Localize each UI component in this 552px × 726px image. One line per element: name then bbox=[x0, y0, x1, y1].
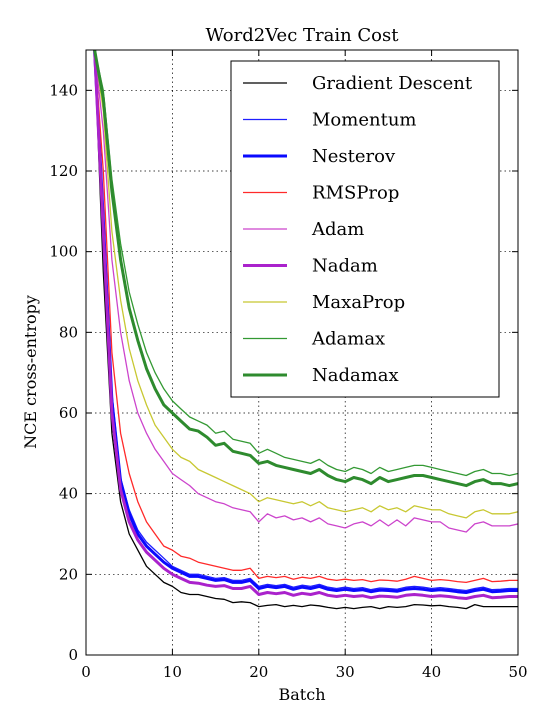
x-tick-label: 50 bbox=[508, 663, 527, 681]
x-tick-label: 10 bbox=[163, 663, 182, 681]
legend-label: Nadam bbox=[312, 256, 378, 277]
plot-frame bbox=[85, 49, 519, 656]
chart-title: Word2Vec Train Cost bbox=[206, 25, 400, 46]
legend-label: RMSProp bbox=[312, 183, 399, 204]
series-line bbox=[93, 50, 518, 488]
x-tick-label: 40 bbox=[422, 663, 441, 681]
y-tick-label: 140 bbox=[49, 81, 78, 99]
series-line bbox=[93, 50, 518, 477]
series-line bbox=[93, 50, 518, 600]
y-tick-label: 0 bbox=[68, 646, 78, 664]
series-lines bbox=[93, 50, 518, 610]
y-tick-label: 120 bbox=[49, 162, 78, 180]
y-tick-label: 80 bbox=[59, 323, 78, 341]
legend-label: MaxaProp bbox=[312, 292, 405, 313]
series-line bbox=[93, 50, 518, 594]
x-tick-label: 0 bbox=[81, 663, 91, 681]
x-axis-label: Batch bbox=[279, 685, 326, 704]
legend: Gradient Descent Momentum Nesterov RMSProp A… bbox=[230, 60, 500, 398]
series-line bbox=[93, 50, 518, 519]
x-tick-label: 30 bbox=[336, 663, 355, 681]
y-tick-label: 60 bbox=[59, 404, 78, 422]
axis-ticks: 0 10 20 30 40 50 0 20 40 60 80 100 120 140 bbox=[49, 50, 528, 681]
series-line bbox=[93, 50, 518, 584]
y-tick-label: 20 bbox=[59, 565, 78, 583]
legend-label: Gradient Descent bbox=[312, 73, 473, 94]
series-line bbox=[93, 50, 518, 610]
legend-label: Adam bbox=[311, 219, 364, 240]
series-line bbox=[93, 50, 518, 592]
y-axis-label: NCE cross-entropy bbox=[21, 295, 40, 449]
y-tick-label: 100 bbox=[49, 243, 78, 261]
legend-label: Momentum bbox=[312, 110, 416, 131]
legend-label: Nesterov bbox=[312, 146, 396, 167]
legend-label: Nadamax bbox=[312, 365, 399, 386]
x-tick-label: 20 bbox=[249, 663, 268, 681]
legend-label: Adamax bbox=[311, 329, 385, 350]
series-line bbox=[93, 50, 518, 533]
y-tick-label: 40 bbox=[59, 485, 78, 503]
